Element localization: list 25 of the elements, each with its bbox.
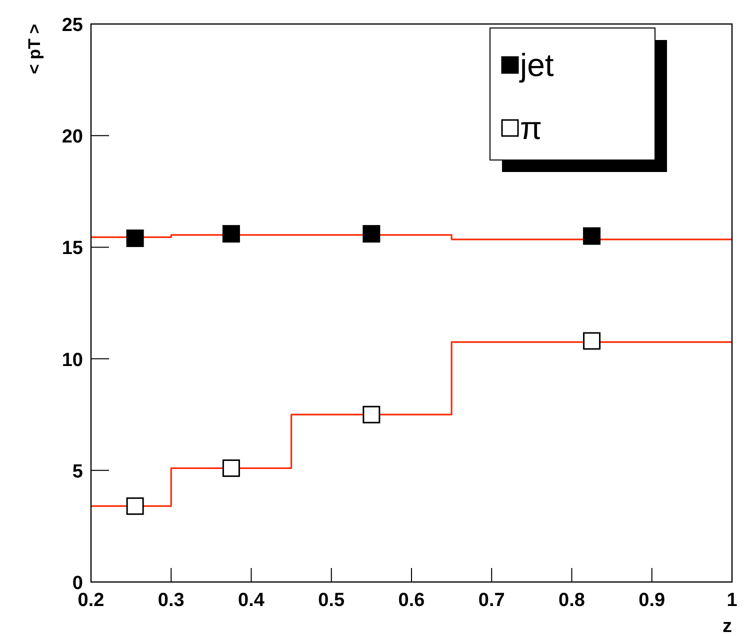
y-tick-label: 10 [62,350,83,371]
x-tick-label: 0.3 [158,590,184,611]
x-tick-label: 0.8 [558,590,585,611]
point [222,459,240,477]
x-tick-label: 0.6 [398,590,425,611]
legend-label: jet [519,47,554,83]
point [222,225,240,243]
y-tick-label: 20 [62,126,83,148]
x-tick-label: 0.7 [478,590,505,611]
x-tick-label: 0.5 [318,590,346,611]
y-tick-label: 5 [72,461,84,482]
x-axis-title: z [722,616,732,636]
x-tick-label: 1 [726,590,738,611]
point [362,406,380,424]
point [583,332,601,350]
y-tick-label: 25 [62,15,84,36]
y-axis-title: < pT > [25,24,44,74]
point [126,230,144,248]
point [583,227,601,245]
legend-label: π [520,110,542,146]
x-tick-label: 0.9 [638,590,666,611]
x-tick-label: 0.4 [238,590,265,611]
point [362,225,380,243]
y-tick-label: 15 [62,238,84,260]
point [126,497,144,515]
